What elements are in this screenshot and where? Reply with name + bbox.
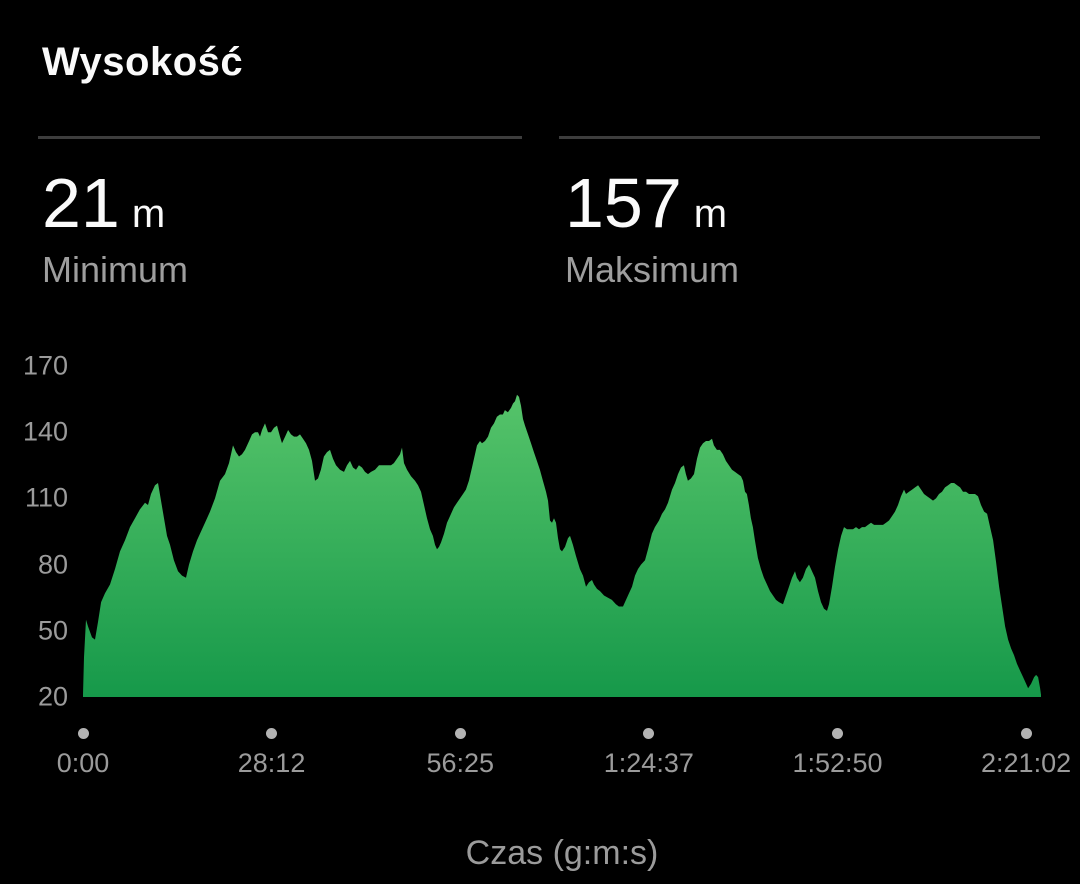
x-tick-label: 2:21:02 <box>981 748 1072 778</box>
divider-minimum <box>38 136 522 139</box>
x-tick-label: 0:00 <box>56 748 110 778</box>
minimum-unit: m <box>131 192 166 236</box>
x-tick-dot <box>454 728 466 739</box>
y-tick-label: 80 <box>37 549 68 580</box>
x-tick-dot <box>643 728 655 739</box>
y-tick-label: 140 <box>22 416 68 447</box>
maximum-label: Maksimum <box>565 249 740 290</box>
x-tick-label: 28:12 <box>237 748 306 778</box>
y-tick-label: 20 <box>37 681 68 712</box>
maximum-unit: m <box>693 192 728 236</box>
x-tick-dot <box>831 728 843 739</box>
x-tick-label: 1:24:37 <box>603 748 694 778</box>
x-tick-label: 1:52:50 <box>792 748 883 778</box>
minimum-label: Minimum <box>42 249 189 290</box>
y-tick-label: 50 <box>37 615 68 646</box>
stat-maximum: 157 m Maksimum <box>565 168 739 288</box>
divider-maximum <box>559 136 1040 139</box>
x-tick-dot <box>266 728 278 739</box>
x-tick-dot <box>1020 728 1032 739</box>
minimum-value: 21 <box>42 164 120 242</box>
x-tick-dot <box>77 728 89 739</box>
maximum-value: 157 <box>565 164 682 242</box>
y-tick-label: 170 <box>22 350 68 381</box>
y-tick-label: 110 <box>24 482 68 513</box>
x-axis-title: Czas (g:m:s) <box>465 834 659 872</box>
page-title: Wysokość <box>42 40 244 84</box>
stat-minimum: 21 m Minimum <box>42 168 188 288</box>
x-tick-label: 56:25 <box>426 748 495 778</box>
